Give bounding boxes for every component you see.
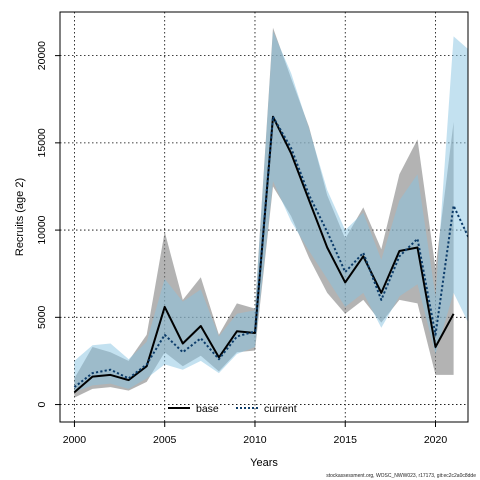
x-axis-ticks: 2000 2005 2010 2015 2020 (63, 422, 448, 446)
x-tick-label-2005: 2005 (153, 434, 177, 446)
y-tick-label-5000: 5000 (36, 305, 48, 329)
band-current (74, 31, 468, 393)
legend-label-current: current (264, 403, 297, 415)
confidence-bands (74, 27, 468, 398)
series-lines (73, 115, 468, 394)
line-current (73, 115, 468, 388)
x-tick-label-2010: 2010 (243, 434, 267, 446)
x-tick-label-2020: 2020 (424, 434, 448, 446)
plot-frame (59, 11, 469, 423)
y-axis-title: Recruits (age 2) (14, 178, 26, 256)
footnote: stockassessment.org, WOSC_NWW023, r17173… (326, 473, 476, 479)
y-tick-label-0: 0 (36, 401, 48, 407)
x-axis-title: Years (250, 457, 278, 469)
y-axis-ticks: 0 5000 10000 15000 20000 (36, 41, 60, 407)
x-tick-label-2015: 2015 (334, 434, 358, 446)
x-tick-label-2000: 2000 (63, 434, 87, 446)
legend: base current (168, 403, 297, 415)
y-tick-label-15000: 15000 (36, 128, 48, 157)
legend-label-base: base (196, 403, 219, 415)
y-tick-label-20000: 20000 (36, 41, 48, 70)
y-tick-label-10000: 10000 (36, 215, 48, 244)
